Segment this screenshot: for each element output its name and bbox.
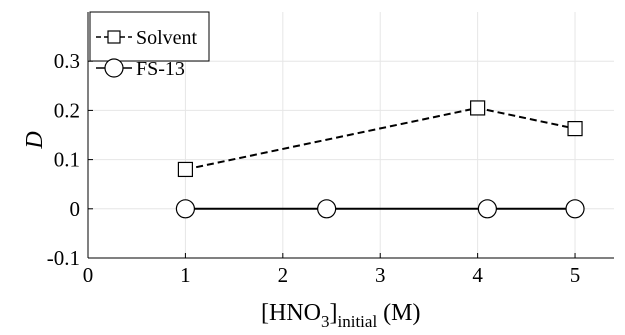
x-axis-title-main: [HNO — [261, 300, 321, 326]
x-tick-label-4: 4 — [472, 263, 483, 287]
x-axis-title-subscript-initial: initial — [338, 312, 378, 331]
y-axis-title: D — [22, 131, 48, 149]
y-tick-label-4: 0.3 — [54, 49, 80, 73]
legend-solvent-marker — [107, 30, 121, 44]
x-tick-label-3: 3 — [375, 263, 386, 287]
series-0-point-2 — [567, 121, 583, 137]
y-tick-label-2: 0.1 — [54, 148, 80, 172]
y-tick-label-0: -0.1 — [47, 246, 80, 270]
series-1-point-3 — [565, 199, 585, 219]
series-0-point-0 — [177, 161, 194, 178]
series-0-point-1 — [470, 100, 486, 116]
tick-labels: 0 1 2 3 4 5-0.100.10.20.3 — [47, 49, 581, 287]
legend: Solvent FS-13 — [89, 11, 210, 80]
legend-fs13-label: FS-13 — [136, 58, 185, 80]
y-tick-label-1: 0 — [70, 197, 81, 221]
series-1-point-2 — [477, 199, 497, 219]
legend-solvent-label: Solvent — [136, 27, 198, 49]
x-tick-label-1: 1 — [180, 263, 191, 287]
legend-fs13-marker — [104, 58, 124, 78]
x-axis-title-bracket: ] — [330, 300, 338, 326]
x-tick-label-0: 0 — [83, 263, 94, 287]
x-axis-title: [HNO3]initial (M) — [261, 300, 421, 331]
series-layer — [175, 100, 585, 219]
x-tick-label-5: 5 — [570, 263, 581, 287]
series-1-point-0 — [175, 199, 196, 219]
y-tick-label-3: 0.2 — [54, 98, 80, 122]
x-axis-title-subscript-3: 3 — [321, 312, 330, 331]
x-axis-title-unit: (M) — [377, 300, 420, 326]
x-tick-label-2: 2 — [278, 263, 289, 287]
series-1-point-1 — [317, 199, 337, 219]
